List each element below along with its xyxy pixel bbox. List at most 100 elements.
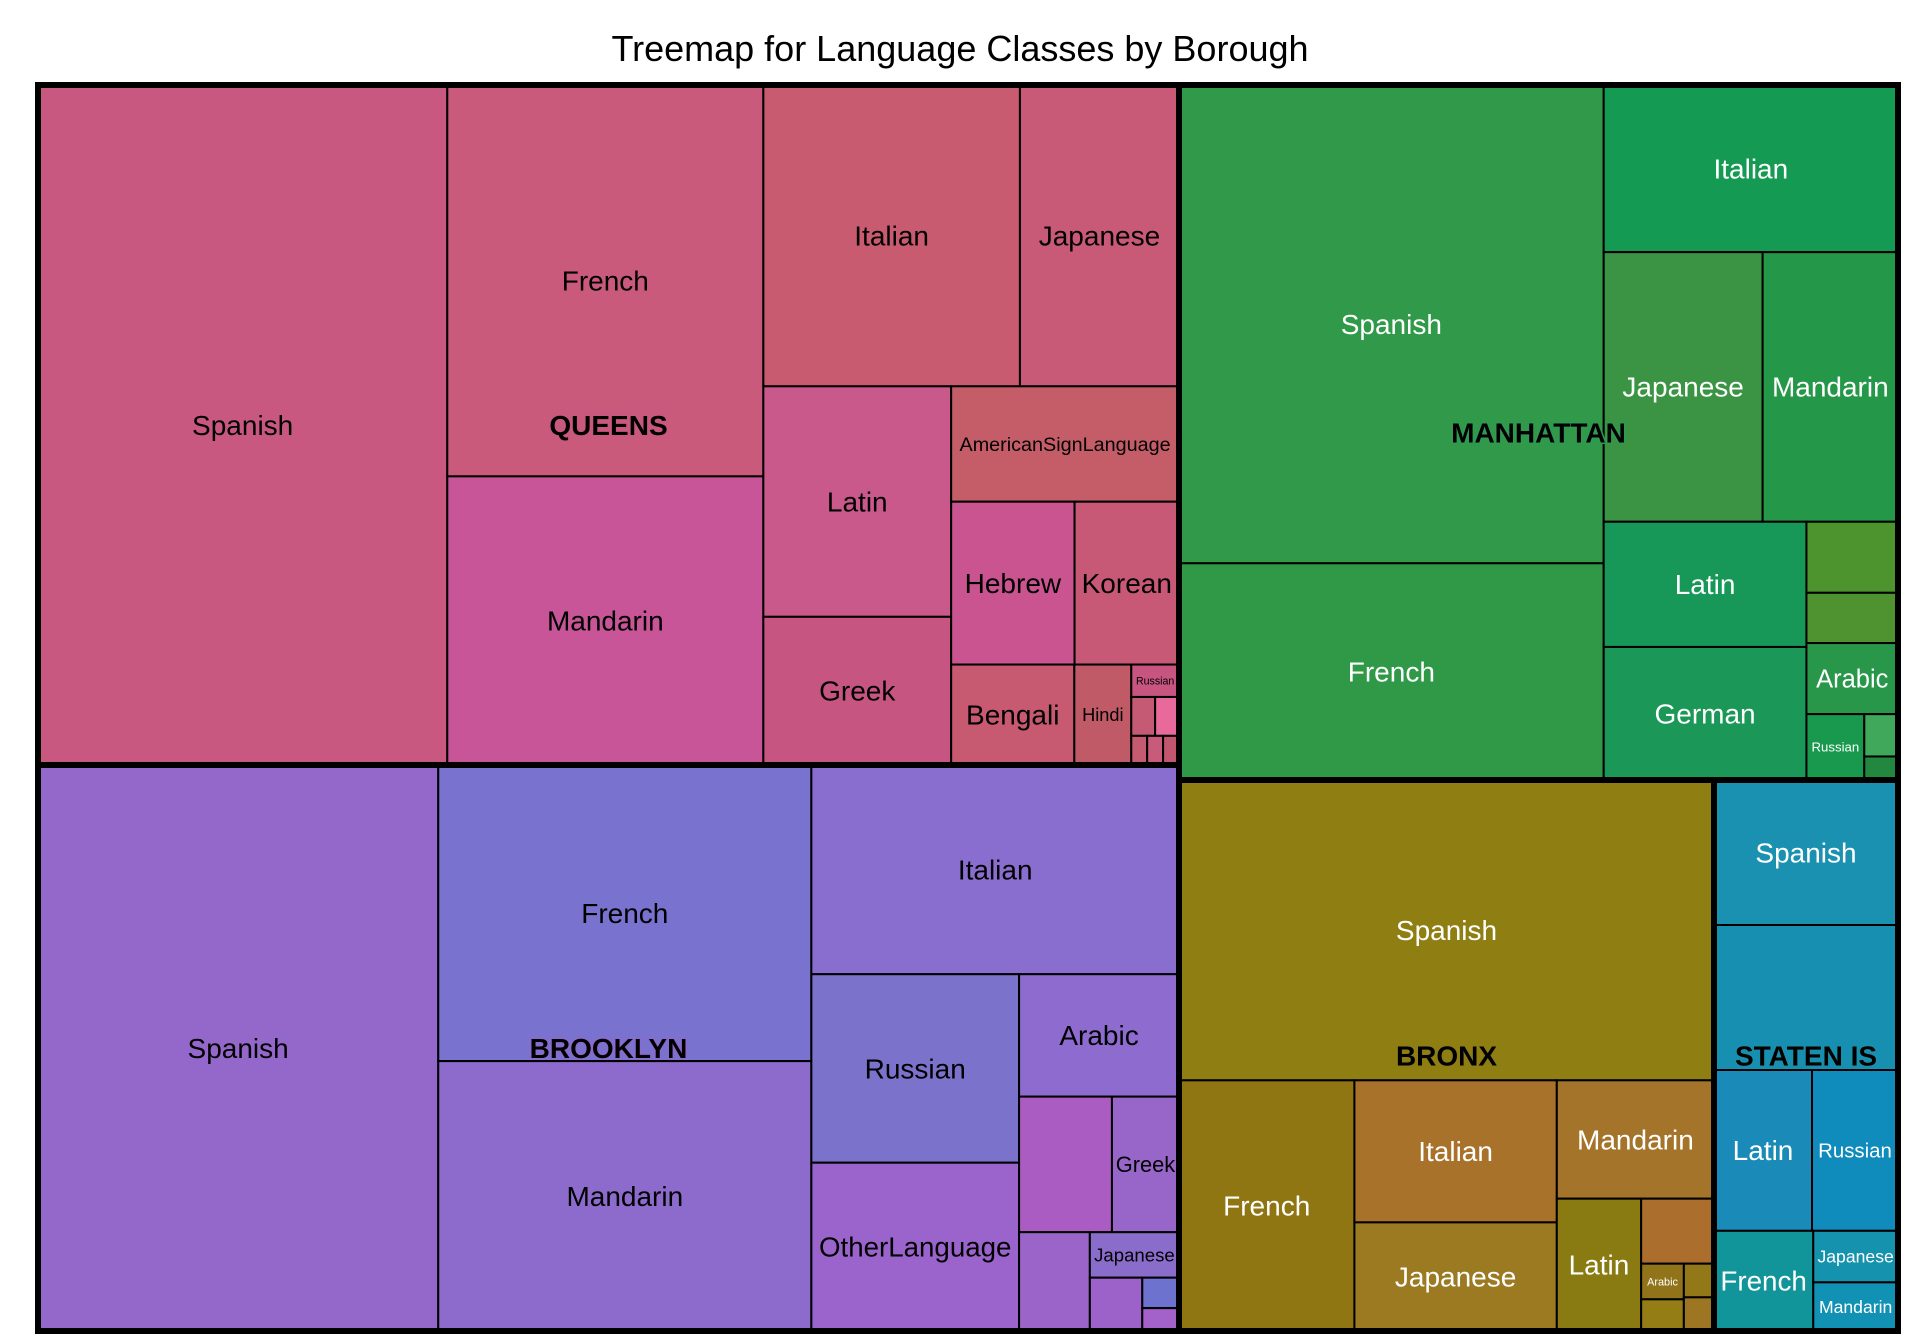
leaf-bronx-latin-rect: [1555, 1197, 1643, 1332]
leaf-bronx-italian-label: Italian: [1418, 1136, 1493, 1167]
leaf-queens-unlabeled-13-rect: [1130, 695, 1157, 737]
group-label-staten-is: STATEN IS: [1735, 1041, 1877, 1072]
leaf-staten-is-unlabeled-1-rect: [1713, 924, 1899, 1071]
leaf-queens-spanish-label: Spanish: [192, 410, 293, 441]
leaf-bronx-mandarin-label: Mandarin: [1577, 1124, 1694, 1155]
leaf-brooklyn-russian-label: Russian: [865, 1053, 966, 1084]
leaf-queens-korean-rect: [1073, 500, 1180, 666]
leaf-manhattan-arabic-label: Arabic: [1816, 666, 1889, 694]
leaf-bronx-unlabeled-8-rect: [1640, 1298, 1685, 1332]
treemap-group-labels: QUEENS BROOKLYN MANHATTAN BRONX STATEN IS: [528, 409, 1878, 1074]
leaf-manhattan-arabic-rect: [1805, 642, 1900, 716]
leaf-bronx-latin-label: Latin: [1569, 1250, 1630, 1281]
leaf-staten-is-latin-label: Latin: [1733, 1135, 1794, 1166]
leaf-queens-americansignlanguage-label: AmericanSignLanguage: [960, 434, 1171, 456]
leaf-bronx-unlabeled-10-rect: [1682, 1296, 1716, 1333]
leaf-manhattan-french-label: French: [1348, 656, 1435, 687]
leaf-manhattan-russian-rect: [1805, 713, 1866, 782]
leaf-brooklyn-japanese-label: Japanese: [1094, 1244, 1175, 1265]
leaf-brooklyn-french-label: French: [581, 898, 668, 929]
leaf-bronx-french-label: French: [1223, 1190, 1310, 1221]
leaf-queens-unlabeled-14-rect: [1154, 695, 1180, 737]
leaf-staten-is-russian-label: Russian: [1818, 1141, 1892, 1163]
leaf-queens-spanish-rect: [37, 84, 449, 766]
leaf-queens-russian-label: Russian: [1136, 675, 1174, 687]
leaf-brooklyn-unlabeled-7-rect: [1018, 1095, 1113, 1234]
leaf-brooklyn-greek-rect: [1110, 1095, 1181, 1234]
leaf-queens-hindi-rect: [1073, 663, 1133, 766]
leaf-queens-japanese-label: Japanese: [1039, 220, 1160, 251]
group-label-queens: QUEENS: [549, 410, 667, 441]
treemap-leaves: Spanish French Mandarin Italian Japanese Lati…: [37, 84, 1900, 1333]
group-label-manhattan: MANHATTAN: [1451, 418, 1626, 449]
leaf-staten-is-latin-rect: [1713, 1069, 1814, 1232]
leaf-queens-hebrew-label: Hebrew: [965, 568, 1062, 599]
leaf-manhattan-japanese-label: Japanese: [1622, 372, 1743, 403]
leaf-queens-unlabeled-15-rect: [1130, 734, 1149, 766]
leaf-manhattan-russian-label: Russian: [1812, 740, 1860, 755]
group-label-bronx: BRONX: [1396, 1041, 1497, 1072]
leaf-queens-italian-rect: [762, 84, 1021, 388]
leaf-brooklyn-unlabeled-13-rect: [1141, 1307, 1181, 1332]
leaf-queens-bengali-label: Bengali: [966, 700, 1059, 731]
leaf-manhattan-french-rect: [1178, 562, 1605, 781]
leaf-bronx-japanese-rect: [1353, 1221, 1558, 1333]
leaf-manhattan-italian-rect: [1602, 84, 1900, 254]
leaf-brooklyn-arabic-label: Arabic: [1059, 1020, 1138, 1051]
leaf-manhattan-mandarin-rect: [1761, 251, 1899, 523]
leaf-staten-is-russian-rect: [1811, 1069, 1900, 1232]
leaf-bronx-arabic-label: Arabic: [1647, 1276, 1678, 1288]
leaf-manhattan-unlabeled-8-rect: [1805, 591, 1900, 645]
leaf-manhattan-latin-label: Latin: [1675, 569, 1736, 600]
leaf-queens-greek-label: Greek: [819, 676, 896, 707]
leaf-bronx-italian-rect: [1353, 1079, 1558, 1224]
leaf-queens-unlabeled-16-rect: [1146, 734, 1165, 766]
leaf-brooklyn-russian-rect: [810, 973, 1021, 1164]
leaf-queens-italian-label: Italian: [854, 220, 929, 251]
leaf-staten-is-french-rect: [1713, 1229, 1815, 1333]
leaf-brooklyn-unlabeled-12-rect: [1141, 1276, 1181, 1310]
leaf-brooklyn-greek-label: Greek: [1116, 1152, 1175, 1177]
leaf-bronx-unlabeled-6-rect: [1640, 1197, 1716, 1265]
leaf-brooklyn-unlabeled-11-rect: [1088, 1276, 1144, 1332]
leaf-queens-hebrew-rect: [950, 500, 1076, 666]
leaf-bronx-japanese-label: Japanese: [1395, 1261, 1516, 1292]
leaf-queens-mandarin-rect: [446, 475, 765, 766]
leaf-brooklyn-spanish-label: Spanish: [188, 1033, 289, 1064]
leaf-queens-latin-label: Latin: [827, 486, 888, 517]
leaf-brooklyn-unlabeled-9-rect: [1018, 1231, 1091, 1333]
leaf-queens-americansignlanguage-rect: [950, 385, 1181, 503]
leaf-bronx-arabic-rect: [1640, 1262, 1685, 1301]
leaf-bronx-unlabeled-9-rect: [1682, 1262, 1716, 1299]
leaf-manhattan-unlabeled-7-rect: [1805, 520, 1900, 594]
chart-title: Treemap for Language Classes by Borough: [611, 28, 1309, 69]
leaf-staten-is-mandarin-rect: [1812, 1281, 1900, 1332]
leaf-staten-is-spanish-label: Spanish: [1755, 837, 1856, 868]
leaf-manhattan-unlabeled-12-rect: [1863, 755, 1899, 782]
leaf-queens-mandarin-label: Mandarin: [547, 605, 664, 636]
leaf-brooklyn-spanish-rect: [37, 764, 440, 1332]
leaf-brooklyn-italian-rect: [810, 764, 1180, 976]
leaf-brooklyn-otherlanguage-label: OtherLanguage: [819, 1232, 1011, 1263]
leaf-manhattan-unlabeled-11-rect: [1863, 713, 1899, 758]
leaf-manhattan-latin-rect: [1602, 520, 1808, 648]
leaf-manhattan-italian-label: Italian: [1713, 153, 1788, 184]
leaf-staten-is-japanese-label: Japanese: [1817, 1247, 1893, 1267]
leaf-brooklyn-mandarin-label: Mandarin: [566, 1181, 683, 1212]
leaf-staten-is-french-label: French: [1720, 1266, 1807, 1297]
leaf-queens-french-label: French: [562, 265, 649, 296]
leaf-manhattan-german-label: German: [1654, 698, 1755, 729]
leaf-manhattan-spanish-label: Spanish: [1341, 309, 1442, 340]
leaf-queens-korean-label: Korean: [1082, 568, 1172, 599]
leaf-queens-greek-rect: [762, 615, 953, 767]
leaf-queens-hindi-label: Hindi: [1082, 705, 1123, 725]
leaf-bronx-spanish-label: Spanish: [1396, 915, 1497, 946]
leaf-manhattan-japanese-rect: [1602, 251, 1764, 523]
treemap-outer-border: [35, 82, 1901, 1334]
group-label-brooklyn: BROOKLYN: [530, 1033, 688, 1064]
leaf-bronx-mandarin-rect: [1555, 1079, 1715, 1200]
leaf-brooklyn-italian-label: Italian: [958, 854, 1033, 885]
leaf-manhattan-spanish-rect: [1178, 84, 1605, 565]
leaf-manhattan-mandarin-label: Mandarin: [1772, 372, 1889, 403]
